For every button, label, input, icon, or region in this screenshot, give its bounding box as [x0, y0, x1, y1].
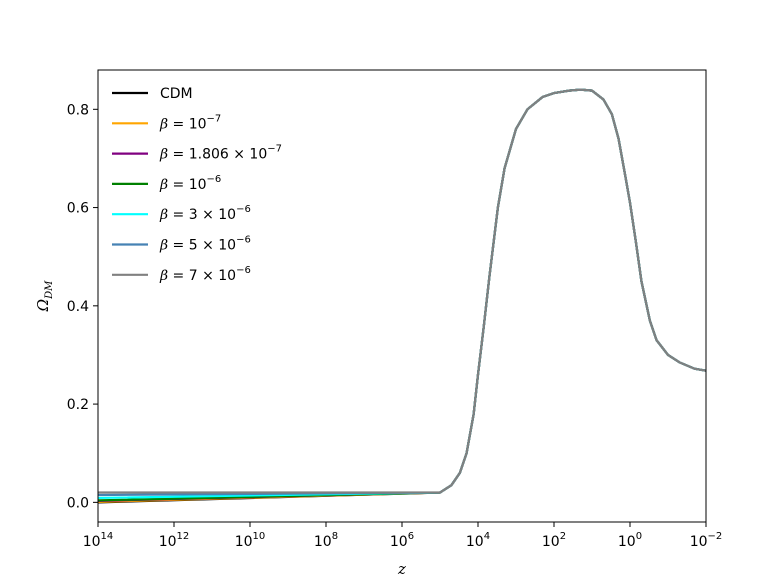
- legend-item: β = 7 × 10−6: [112, 265, 251, 284]
- legend-label: β = 10−6: [159, 174, 221, 193]
- y-axis-label: ΩDM: [34, 280, 55, 312]
- y-tick-label: 0.4: [67, 299, 89, 315]
- legend-item: β = 1.806 × 10−7: [112, 144, 282, 163]
- legend-label: β = 5 × 10−6: [159, 235, 251, 254]
- x-tick-label: 100: [618, 531, 642, 550]
- y-tick-label: 0.8: [67, 102, 89, 118]
- legend: CDM β = 10−7 β = 1.806 × 10−7 β = 10−6 β = 3…: [112, 86, 282, 284]
- x-tick-label: 10−2: [690, 531, 723, 550]
- x-tick-label: 108: [314, 531, 338, 550]
- y-tick-label: 0.2: [67, 397, 89, 413]
- x-tick-label: 104: [466, 531, 490, 550]
- legend-label: β = 10−7: [159, 113, 221, 132]
- series-line: [98, 88, 707, 494]
- legend-label: β = 3 × 10−6: [159, 204, 251, 223]
- legend-item: β = 10−7: [112, 113, 221, 132]
- legend-item: CDM: [112, 86, 193, 102]
- plot-frame: [97, 69, 707, 523]
- y-axis: 0.0 0.2 0.4 0.6 0.8: [67, 102, 98, 511]
- y-tick-label: 0.0: [67, 495, 89, 511]
- series-layer: [97, 88, 707, 504]
- legend-label: β = 1.806 × 10−7: [159, 144, 282, 163]
- y-tick-label: 0.6: [67, 201, 89, 217]
- legend-label: β = 7 × 10−6: [159, 265, 251, 284]
- x-tick-label: 106: [390, 531, 414, 550]
- legend-label: CDM: [160, 86, 193, 102]
- x-tick-label: 1010: [235, 531, 266, 550]
- legend-item: β = 5 × 10−6: [112, 235, 251, 254]
- x-tick-label: 102: [542, 531, 566, 550]
- x-tick-label: 1012: [159, 531, 190, 550]
- x-tick-label: 1014: [83, 531, 114, 550]
- legend-item: β = 3 × 10−6: [112, 204, 251, 223]
- x-axis: 1014 1012 1010 108 106 104 102 100 10−2: [83, 522, 723, 550]
- x-axis-label: z: [397, 560, 406, 578]
- legend-item: β = 10−6: [112, 174, 221, 193]
